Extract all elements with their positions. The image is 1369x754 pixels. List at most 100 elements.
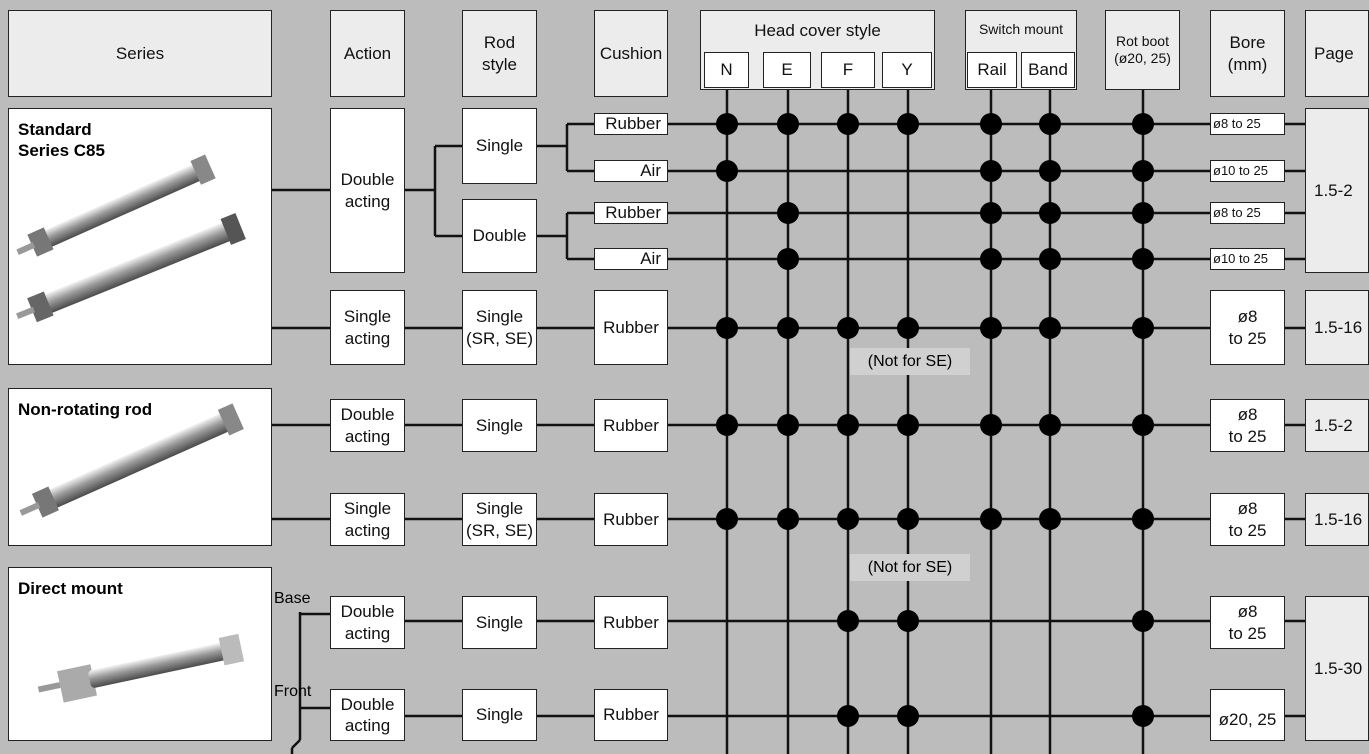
availability-dot xyxy=(777,202,799,224)
head-cover-option: Y xyxy=(882,52,932,88)
bore-box: ø10 to 25 xyxy=(1210,160,1285,182)
availability-dot xyxy=(980,202,1002,224)
cushion-box: Rubber xyxy=(594,596,668,649)
availability-dot xyxy=(1132,160,1154,182)
action-box: Single acting xyxy=(330,493,405,546)
page-box: 1.5-2 xyxy=(1305,399,1369,452)
availability-dot xyxy=(716,317,738,339)
note-label: (Not for SE) xyxy=(850,348,970,375)
cushion-box: Rubber xyxy=(594,290,668,365)
series-name: Non-rotating rod xyxy=(18,400,153,419)
switch-mount-title: Switch mount xyxy=(978,21,1064,37)
rot-boot-header: Rot boot (ø20, 25) xyxy=(1105,10,1180,90)
mount-label: Base xyxy=(274,590,311,607)
cushion-header: Cushion xyxy=(594,10,668,97)
rod-style-box: Single xyxy=(462,399,537,452)
series-name: Direct mount xyxy=(18,579,123,598)
bore-box: ø8 to 25 xyxy=(1210,596,1285,649)
action-header: Action xyxy=(330,10,405,97)
rod-style-box: Single xyxy=(462,108,537,184)
availability-dot xyxy=(837,508,859,530)
availability-dot xyxy=(777,508,799,530)
mount-label: Front xyxy=(274,683,312,700)
action-box: Double acting xyxy=(330,596,405,649)
availability-dot xyxy=(980,414,1002,436)
page-box: 1.5-16 xyxy=(1305,493,1369,546)
availability-dot xyxy=(1039,160,1061,182)
availability-dot xyxy=(716,160,738,182)
cushion-box: Rubber xyxy=(594,689,668,741)
availability-dot xyxy=(716,508,738,530)
availability-dot xyxy=(837,113,859,135)
cushion-box: Rubber xyxy=(594,113,668,135)
availability-dot xyxy=(980,248,1002,270)
cylinder-image xyxy=(19,403,244,518)
availability-dot xyxy=(980,508,1002,530)
rod-style-box: Double xyxy=(462,199,537,273)
rod-style-box: Single xyxy=(462,596,537,649)
availability-dot xyxy=(837,317,859,339)
availability-dot xyxy=(1039,248,1061,270)
rod-style-box: Single (SR, SE) xyxy=(462,290,537,365)
cushion-box: Rubber xyxy=(594,493,668,546)
availability-dot xyxy=(716,113,738,135)
availability-dot xyxy=(777,248,799,270)
switch-mount-option: Band xyxy=(1021,52,1075,88)
head-cover-option: E xyxy=(763,52,811,88)
availability-dot xyxy=(897,508,919,530)
availability-dot xyxy=(777,113,799,135)
availability-dot xyxy=(897,317,919,339)
availability-dot xyxy=(1039,508,1061,530)
availability-dot xyxy=(1132,317,1154,339)
page-box: 1.5-30 xyxy=(1305,596,1369,741)
rod-style-box: Single (SR, SE) xyxy=(462,493,537,546)
action-box: Double acting xyxy=(330,399,405,452)
head-cover-option: N xyxy=(704,52,749,88)
series-header: Series xyxy=(8,10,272,97)
series-name: Standard Series C85 xyxy=(18,120,105,161)
head-cover-option: F xyxy=(821,52,875,88)
rod-style-header: Rod style xyxy=(462,10,537,97)
availability-dot xyxy=(980,160,1002,182)
availability-dot xyxy=(1039,202,1061,224)
bore-box: ø8 to 25 xyxy=(1210,113,1285,135)
action-box: Double acting xyxy=(330,108,405,273)
note-label: (Not for SE) xyxy=(850,554,970,581)
cushion-box: Rubber xyxy=(594,399,668,452)
bore-box: ø8 to 25 xyxy=(1210,493,1285,546)
bore-box: ø20, 25 xyxy=(1210,689,1285,741)
availability-dot xyxy=(980,317,1002,339)
availability-dot xyxy=(777,414,799,436)
availability-dot xyxy=(837,414,859,436)
availability-dot xyxy=(1132,508,1154,530)
availability-dot xyxy=(1132,414,1154,436)
availability-dot xyxy=(1039,414,1061,436)
availability-dot xyxy=(1132,705,1154,727)
availability-dot xyxy=(837,705,859,727)
head-cover-title: Head cover style xyxy=(754,21,881,40)
availability-dot xyxy=(1132,202,1154,224)
cushion-box: Air xyxy=(594,248,668,270)
action-box: Double acting xyxy=(330,689,405,741)
availability-dot xyxy=(1039,317,1061,339)
availability-dot xyxy=(837,610,859,632)
availability-dot xyxy=(980,113,1002,135)
availability-dot xyxy=(1132,248,1154,270)
page-box: 1.5-2 xyxy=(1305,108,1369,273)
cylinder-image xyxy=(16,154,216,257)
rod-style-box: Single xyxy=(462,689,537,741)
connector xyxy=(291,739,301,749)
availability-dot xyxy=(777,317,799,339)
cylinder-image xyxy=(37,633,245,703)
availability-dot xyxy=(897,705,919,727)
availability-dot xyxy=(1132,113,1154,135)
switch-mount-option: Rail xyxy=(967,52,1017,88)
bore-box: ø8 to 25 xyxy=(1210,290,1285,365)
availability-dot xyxy=(897,414,919,436)
availability-dot xyxy=(897,610,919,632)
bore-header: Bore (mm) xyxy=(1210,10,1285,97)
